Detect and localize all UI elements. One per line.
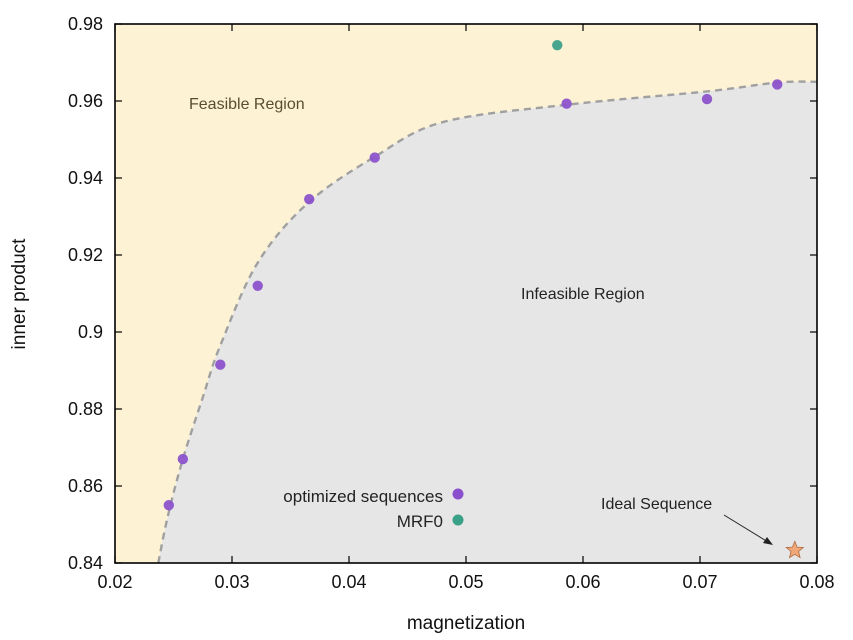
y-axis-title: inner product [9, 238, 30, 350]
y-tick-label: 0.94 [68, 168, 103, 188]
x-tick-label: 0.08 [799, 572, 834, 592]
optimized-sequence-point [369, 152, 380, 163]
infeasible-region-label: Infeasible Region [521, 286, 645, 303]
ideal-sequence-star [785, 540, 805, 559]
x-tick-label: 0.03 [214, 572, 249, 592]
optimized-sequence-point [252, 280, 263, 291]
ticks-layer: 0.02 0.03 0.04 0.05 0.06 0.07 0.08 0.84 0.86 0.88… [68, 14, 835, 592]
x-tick-label: 0.05 [448, 572, 483, 592]
x-tick-label: 0.02 [97, 572, 132, 592]
optimized-sequence-point [177, 453, 189, 465]
legend-label-optimized: optimized sequences [283, 487, 443, 506]
y-tick-label: 0.92 [68, 245, 103, 265]
y-tick-label: 0.98 [68, 14, 103, 34]
ideal-sequence-arrow [723, 514, 769, 543]
x-axis-title: magnetization [407, 613, 525, 634]
legend: optimized sequences MRF0 [283, 487, 464, 531]
y-tick-label: 0.96 [68, 91, 103, 111]
optimized-sequence-point [215, 359, 226, 370]
ideal-sequence-annotation: Ideal Sequence [601, 496, 805, 559]
optimized-sequence-point [163, 500, 175, 511]
y-tick-label: 0.84 [68, 553, 103, 573]
feasible-region-label: Feasible Region [189, 96, 305, 113]
optimized-sequence-point [304, 193, 315, 205]
legend-marker-mrf0 [452, 514, 464, 526]
infeasible-region [158, 81, 818, 563]
optimized-sequence-point [701, 93, 713, 105]
optimized-sequence-point [772, 79, 783, 90]
optimized-sequence-point [561, 98, 572, 109]
mrf0-point [552, 39, 563, 51]
x-tick-label: 0.07 [682, 572, 717, 592]
ideal-sequence-arrowhead [763, 537, 773, 545]
regions-layer [115, 24, 818, 563]
y-tick-label: 0.9 [78, 322, 103, 342]
points-layer [163, 39, 783, 511]
legend-marker-optimized [452, 488, 464, 500]
y-tick-label: 0.86 [68, 476, 103, 496]
x-tick-label: 0.06 [565, 572, 600, 592]
x-tick-label: 0.04 [331, 572, 366, 592]
legend-label-mrf0: MRF0 [397, 512, 443, 531]
y-tick-label: 0.88 [68, 399, 103, 419]
ideal-sequence-label: Ideal Sequence [601, 496, 712, 513]
